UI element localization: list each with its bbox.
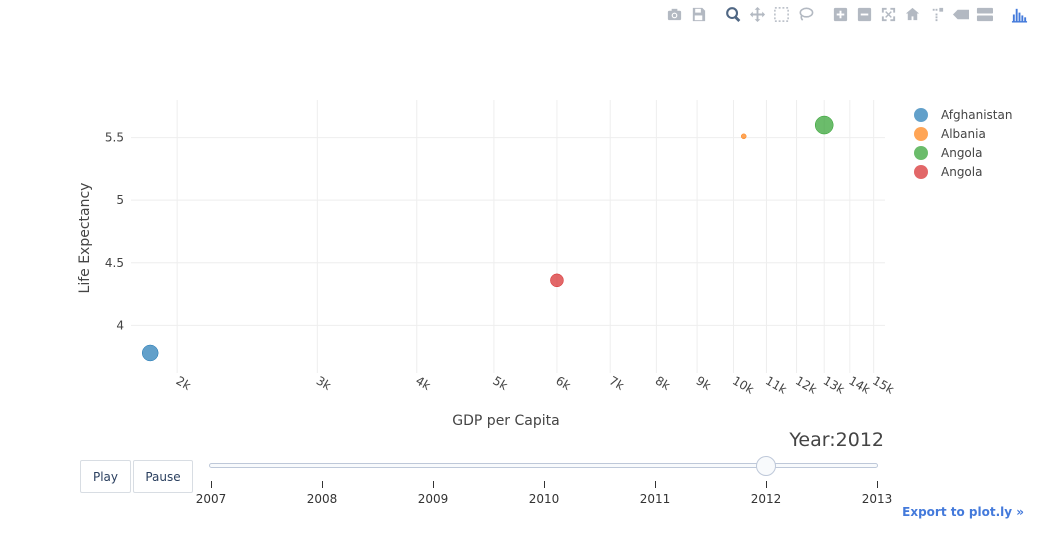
x-tick-label: 14k <box>846 373 872 396</box>
legend-item-afghanistan[interactable]: Afghanistan <box>914 108 1012 122</box>
data-point-angola[interactable] <box>814 115 834 135</box>
save-icon[interactable] <box>689 5 708 24</box>
data-point-afghanistan[interactable] <box>141 344 159 362</box>
x-tick-label: 5k <box>490 373 510 392</box>
legend-marker <box>914 108 928 122</box>
play-button[interactable]: Play <box>80 460 131 493</box>
x-tick-label: 9k <box>694 373 714 392</box>
slider-step-label[interactable]: 2012 <box>750 492 782 506</box>
camera-icon[interactable] <box>665 5 684 24</box>
export-to-plotly-link[interactable]: Export to plot.ly » <box>902 505 1024 519</box>
x-tick-label: 4k <box>413 373 433 392</box>
year-slider-handle[interactable] <box>756 456 776 476</box>
chart: 4 4.5 5 5.5 2k 3k 4k 5k 6k 7k 8k 9k 10k 11k 12k 13k 14k… <box>77 100 1012 429</box>
legend-label: Afghanistan <box>941 108 1012 122</box>
reset-axes-icon[interactable] <box>903 5 922 24</box>
legend-item-albania[interactable]: Albania <box>914 127 986 141</box>
pause-button[interactable]: Pause <box>133 460 193 493</box>
slider-tick <box>210 481 212 488</box>
grid <box>131 100 885 373</box>
slider-current-value: Year:2012 <box>789 429 884 451</box>
slider-tick <box>654 481 656 488</box>
x-tick-label: 8k <box>653 373 673 392</box>
data-point-albania[interactable] <box>740 133 747 140</box>
x-tick-label: 15k <box>870 373 896 396</box>
legend-marker <box>914 146 928 160</box>
slider-step-label[interactable]: 2008 <box>306 492 338 506</box>
box-select-icon[interactable] <box>772 5 791 24</box>
data-points <box>141 115 834 362</box>
y-tick-label: 5.5 <box>105 131 124 145</box>
year-slider-rail[interactable] <box>209 463 878 468</box>
data-point-angola[interactable] <box>550 273 564 288</box>
slider-step-label[interactable]: 2009 <box>417 492 449 506</box>
x-tick-label: 12k <box>793 373 819 396</box>
legend-marker <box>914 165 928 179</box>
x-axis-title: GDP per Capita <box>452 413 559 429</box>
legend-label: Angola <box>941 146 982 160</box>
y-tick-label: 4.5 <box>105 256 124 270</box>
x-tick-label: 11k <box>763 373 789 396</box>
y-axis-title: Life Expectancy <box>77 183 93 294</box>
spike-lines-icon[interactable] <box>927 5 946 24</box>
slider-prefix-label: Year: <box>789 429 836 451</box>
legend-item-angola[interactable]: Angola <box>914 146 982 160</box>
slider-tick <box>543 481 545 488</box>
y-tick-label: 4 <box>116 318 124 332</box>
modebar <box>665 4 1029 24</box>
x-tick-label: 2k <box>174 373 194 392</box>
lasso-icon[interactable] <box>796 5 815 24</box>
x-tick-label: 7k <box>607 373 627 392</box>
slider-current-year: 2012 <box>835 429 884 451</box>
y-tick-label: 5 <box>116 193 124 207</box>
zoom-icon[interactable] <box>724 5 743 24</box>
legend-label: Angola <box>941 165 982 179</box>
y-axis-ticks: 4 4.5 5 5.5 <box>105 131 124 333</box>
x-tick-label: 10k <box>730 373 756 396</box>
slider-step-label[interactable]: 2007 <box>195 492 227 506</box>
slider-tick <box>876 481 878 488</box>
slider-tick <box>321 481 323 488</box>
slider-step-label[interactable]: 2011 <box>639 492 671 506</box>
legend-item-angola[interactable]: Angola <box>914 165 982 179</box>
zoom-out-icon[interactable] <box>855 5 874 24</box>
slider-step-label[interactable]: 2010 <box>528 492 560 506</box>
slider-step-label[interactable]: 2013 <box>861 492 893 506</box>
x-tick-label: 13k <box>821 373 847 396</box>
legend-marker <box>914 127 928 141</box>
x-tick-label: 3k <box>314 373 334 392</box>
slider-tick <box>765 481 767 488</box>
hover-closest-icon[interactable] <box>951 5 970 24</box>
legend-label: Albania <box>941 127 986 141</box>
plotly-logo-icon[interactable] <box>1010 5 1029 24</box>
hover-compare-icon[interactable] <box>975 5 994 24</box>
legend[interactable]: Afghanistan Albania Angola Angola <box>914 108 1012 179</box>
autoscale-icon[interactable] <box>879 5 898 24</box>
slider-tick <box>432 481 434 488</box>
x-tick-label: 6k <box>553 373 573 392</box>
zoom-in-icon[interactable] <box>831 5 850 24</box>
pan-icon[interactable] <box>748 5 767 24</box>
